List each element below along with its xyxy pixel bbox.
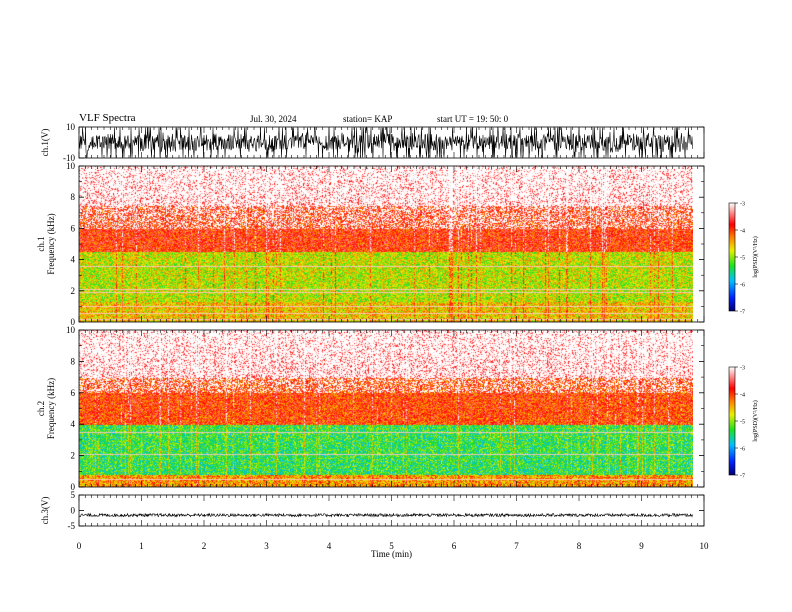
date-label: Jul. 30, 2024 bbox=[250, 114, 297, 124]
ch1-spectrogram-colorbar bbox=[728, 202, 736, 312]
ch2-spectrogram-image bbox=[79, 330, 693, 487]
ch1-spectrogram-image bbox=[79, 166, 693, 322]
ch1-waveform-trace bbox=[78, 127, 693, 158]
y-tick-label: 6 bbox=[71, 388, 76, 398]
colorbar-tick-label: -3 bbox=[740, 202, 745, 208]
ch2-spectrogram-colorbar bbox=[728, 366, 736, 476]
y-tick-label: 8 bbox=[71, 192, 76, 202]
y-tick-label: -5 bbox=[68, 521, 76, 531]
y-tick-label: 10 bbox=[66, 122, 76, 132]
y-tick-label: -10 bbox=[63, 153, 75, 163]
station-label: station= KAP bbox=[343, 114, 393, 124]
x-tick-label: 7 bbox=[514, 541, 519, 551]
y-tick-label: 4 bbox=[71, 419, 76, 429]
x-tick-label: 9 bbox=[639, 541, 644, 551]
colorbar-label: log(PSD)(V²/Hz) bbox=[752, 236, 759, 277]
x-tick-label: 1 bbox=[139, 541, 144, 551]
ch2-spectrogram-ylabel: ch.2 bbox=[36, 401, 46, 416]
ch1-waveform-ylabel: ch.1(V) bbox=[40, 129, 50, 157]
colorbar-tick-label: -6 bbox=[740, 283, 745, 289]
y-tick-label: 6 bbox=[71, 223, 76, 233]
colorbar-tick-label: -3 bbox=[740, 366, 745, 372]
colorbar-label: log(PSD)(V²/Hz) bbox=[752, 400, 759, 441]
ch3-waveform-trace bbox=[78, 512, 693, 518]
x-tick-label: 2 bbox=[202, 541, 207, 551]
y-tick-label: 5 bbox=[71, 490, 76, 500]
x-tick-label: 0 bbox=[77, 541, 82, 551]
x-tick-label: 10 bbox=[700, 541, 710, 551]
colorbar-tick-label: -4 bbox=[740, 393, 745, 399]
x-tick-label: 4 bbox=[327, 541, 332, 551]
colorbar-tick-label: -6 bbox=[740, 447, 745, 453]
ch3-waveform-ylabel: ch.3(V) bbox=[40, 497, 50, 525]
colorbar-tick-label: -5 bbox=[740, 256, 745, 262]
y-tick-label: 10 bbox=[66, 161, 76, 171]
colorbar-tick-label: -4 bbox=[740, 229, 745, 235]
y-tick-label: 0 bbox=[71, 482, 76, 492]
ch2-spectrogram-ylabel: Frequency (kHz) bbox=[46, 378, 56, 439]
figure-title: VLF Spectra bbox=[79, 112, 136, 124]
x-axis-label: Time (min) bbox=[371, 549, 412, 559]
x-tick-label: 8 bbox=[577, 541, 582, 551]
y-tick-label: 8 bbox=[71, 356, 76, 366]
ch1-spectrogram-ylabel: ch.1 bbox=[36, 236, 46, 251]
y-tick-label: 10 bbox=[66, 325, 76, 335]
x-tick-label: 5 bbox=[389, 541, 394, 551]
y-tick-label: 2 bbox=[71, 286, 76, 296]
y-tick-label: 0 bbox=[71, 317, 76, 327]
colorbar-tick-label: -7 bbox=[740, 310, 745, 316]
x-tick-label: 3 bbox=[264, 541, 269, 551]
x-tick-label: 6 bbox=[452, 541, 457, 551]
y-tick-label: 4 bbox=[71, 255, 76, 265]
colorbar-tick-label: -7 bbox=[740, 474, 745, 480]
colorbar-tick-label: -5 bbox=[740, 420, 745, 426]
ch1-spectrogram-ylabel: Frequency (kHz) bbox=[46, 213, 56, 274]
y-tick-label: 2 bbox=[71, 451, 76, 461]
y-tick-label: 0 bbox=[71, 506, 76, 516]
start-time-label: start UT = 19: 50: 0 bbox=[437, 114, 509, 124]
